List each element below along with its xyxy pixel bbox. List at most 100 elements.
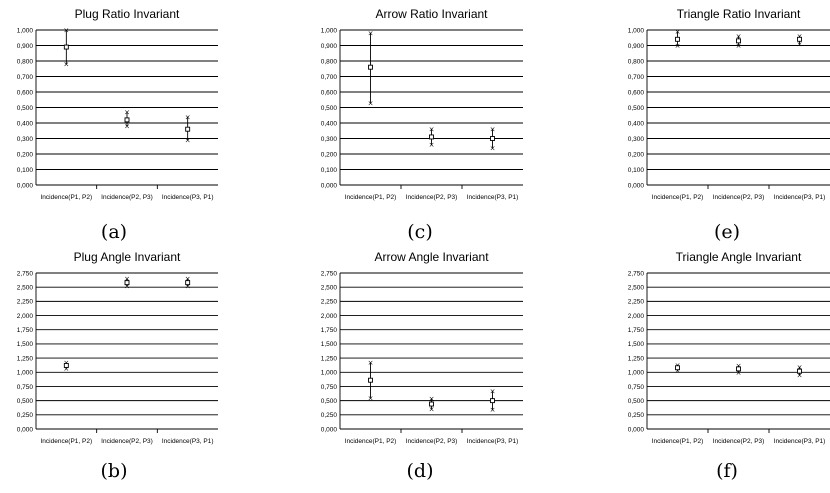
x-category-label: Incidence(P1, P2) bbox=[652, 194, 704, 201]
mean-marker bbox=[124, 280, 130, 286]
x-category-label: Incidence(P3, P1) bbox=[162, 438, 214, 445]
y-tick-label: 0,800 bbox=[321, 58, 338, 65]
y-tick-label: 1,000 bbox=[17, 370, 34, 377]
error-low-marker: × bbox=[490, 406, 496, 414]
data-point-1: ×× bbox=[675, 361, 681, 375]
y-tick-label: 1,250 bbox=[321, 355, 338, 362]
error-high-marker: × bbox=[429, 126, 435, 134]
error-high-marker: × bbox=[797, 33, 803, 41]
y-tick-label: 0,250 bbox=[628, 412, 645, 419]
mean-marker bbox=[797, 368, 802, 374]
mean-marker bbox=[490, 398, 495, 404]
error-low-marker: × bbox=[368, 394, 374, 402]
x-category-label: Incidence(P1, P2) bbox=[345, 438, 397, 445]
error-high-marker: × bbox=[368, 359, 374, 367]
x-category-label: Incidence(P2, P3) bbox=[406, 438, 458, 445]
plug-angle-chart: Plug Angle Invariant 0,000 0,250 0,500 0,750… bbox=[17, 250, 218, 482]
arrow-angle-chart: Arrow Angle Invariant 0,000 0,250 0,500 0,75… bbox=[321, 250, 523, 482]
mean-marker bbox=[797, 36, 802, 42]
y-tick-label: 0,250 bbox=[17, 412, 34, 419]
y-tick-label: 0,200 bbox=[17, 151, 34, 158]
y-tick-label: 1,750 bbox=[17, 327, 34, 334]
error-high-marker: × bbox=[429, 395, 435, 403]
chart-title: Plug Angle Invariant bbox=[74, 250, 181, 264]
y-tick-label: 0,300 bbox=[17, 136, 34, 143]
chart-title: Triangle Angle Invariant bbox=[676, 250, 802, 264]
error-high-marker: × bbox=[124, 275, 130, 283]
panel-caption: (b) bbox=[101, 460, 128, 482]
y-tick-label: 2,750 bbox=[17, 270, 34, 277]
mean-marker bbox=[490, 136, 495, 141]
data-point-2: ×× bbox=[429, 126, 435, 150]
mean-marker bbox=[429, 134, 434, 140]
chart-title: Arrow Ratio Invariant bbox=[375, 7, 488, 21]
data-point-1: ×× bbox=[63, 27, 69, 69]
error-high-marker: × bbox=[368, 30, 374, 38]
panel-caption: (a) bbox=[101, 221, 127, 243]
error-low-marker: × bbox=[797, 40, 803, 48]
y-tick-label: 1,250 bbox=[628, 355, 645, 362]
error-low-marker: × bbox=[185, 283, 191, 291]
y-tick-label: 0,000 bbox=[628, 426, 645, 433]
chart-title: Arrow Angle Invariant bbox=[374, 250, 489, 264]
mean-marker bbox=[185, 280, 191, 286]
y-tick-label: 0,800 bbox=[628, 58, 645, 65]
mean-marker bbox=[736, 366, 741, 372]
mean-marker bbox=[368, 377, 373, 383]
data-point-3: ×× bbox=[185, 113, 191, 144]
error-low-marker: × bbox=[736, 42, 742, 50]
y-tick-label: 0,900 bbox=[628, 43, 645, 50]
y-tick-label: 0,400 bbox=[17, 120, 34, 127]
error-high-marker: × bbox=[124, 109, 130, 117]
y-tick-label: 0,300 bbox=[628, 136, 645, 143]
y-tick-label: 0,100 bbox=[17, 167, 34, 174]
y-tick-label: 0,750 bbox=[17, 384, 34, 391]
panel-caption: (f) bbox=[716, 460, 738, 482]
y-tick-label: 2,000 bbox=[321, 313, 338, 320]
data-point-3: ×× bbox=[797, 33, 803, 49]
y-tick-label: 0,500 bbox=[628, 398, 645, 405]
y-tick-label: 0,700 bbox=[17, 74, 34, 81]
y-tick-label: 0,500 bbox=[321, 105, 338, 112]
mean-marker bbox=[429, 401, 434, 407]
x-category-label: Incidence(P2, P3) bbox=[101, 438, 153, 445]
data-point-2: ×× bbox=[736, 362, 742, 377]
data-point-3: ×× bbox=[490, 387, 496, 414]
error-high-marker: × bbox=[185, 275, 191, 283]
x-category-label: Incidence(P3, P1) bbox=[467, 438, 519, 445]
y-tick-label: 0,500 bbox=[17, 105, 34, 112]
y-tick-label: 0,000 bbox=[17, 426, 34, 433]
data-point-1: ×× bbox=[63, 359, 69, 373]
error-low-marker: × bbox=[675, 367, 681, 375]
y-tick-label: 2,750 bbox=[321, 270, 338, 277]
error-high-marker: × bbox=[736, 33, 742, 41]
x-category-label: Incidence(P3, P1) bbox=[162, 194, 214, 201]
y-tick-label: 0,750 bbox=[628, 384, 645, 391]
y-tick-label: 2,500 bbox=[17, 284, 34, 291]
y-tick-label: 1,000 bbox=[321, 27, 338, 34]
y-tick-label: 2,250 bbox=[17, 299, 34, 306]
data-point-2: ×× bbox=[124, 275, 130, 290]
y-tick-label: 0,000 bbox=[17, 182, 34, 189]
y-tick-label: 1,750 bbox=[321, 327, 338, 334]
x-category-label: Incidence(P1, P2) bbox=[652, 438, 704, 445]
x-category-label: Incidence(P3, P1) bbox=[467, 194, 519, 201]
plug-ratio-chart: Plug Ratio Invariant 0,000 0,100 0,200 0,300… bbox=[17, 7, 218, 243]
y-tick-label: 0,400 bbox=[628, 120, 645, 127]
y-tick-label: 1,750 bbox=[628, 327, 645, 334]
error-low-marker: × bbox=[675, 42, 681, 50]
mean-marker bbox=[63, 363, 69, 368]
x-category-label: Incidence(P2, P3) bbox=[101, 194, 153, 201]
error-low-marker: × bbox=[124, 283, 130, 291]
triangle-angle-chart: Triangle Angle Invariant 0,000 0,250 0,500 0… bbox=[628, 250, 830, 482]
data-point-3: ×× bbox=[185, 275, 191, 290]
mean-marker bbox=[63, 44, 69, 50]
error-low-marker: × bbox=[736, 369, 742, 377]
data-point-3: ×× bbox=[797, 364, 803, 380]
y-tick-label: 2,250 bbox=[628, 299, 645, 306]
panel-caption: (c) bbox=[407, 221, 432, 243]
y-tick-label: 0,250 bbox=[321, 412, 338, 419]
y-tick-label: 2,500 bbox=[628, 284, 645, 291]
y-tick-label: 0,500 bbox=[628, 105, 645, 112]
